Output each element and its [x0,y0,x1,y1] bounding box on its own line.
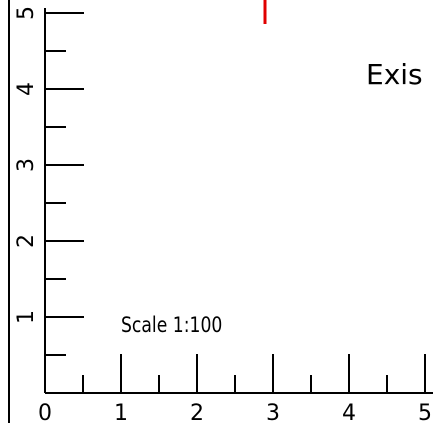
x-axis-tick-labels: 0 1 2 3 4 5 [38,401,432,423]
y-tick-label: 3 [14,158,39,172]
y-axis-tick-labels: 1 2 3 4 5 [14,6,39,324]
x-tick-label: 1 [114,401,128,423]
x-tick-label: 3 [266,401,280,423]
x-axis-ticks [82,354,426,393]
x-tick-label: 2 [190,401,204,423]
existing-label: Exis [366,58,423,91]
y-tick-label: 5 [14,6,39,20]
y-tick-label: 4 [14,82,39,96]
x-tick-label: 5 [418,401,432,423]
y-tick-label: 1 [14,310,39,324]
x-tick-label: 4 [342,401,356,423]
y-axis-ticks [45,12,84,356]
scale-label: Scale 1:100 [121,312,222,337]
x-tick-label: 0 [38,401,52,423]
y-tick-label: 2 [14,234,39,248]
